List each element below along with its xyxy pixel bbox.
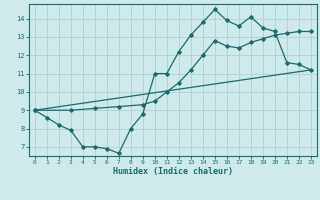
X-axis label: Humidex (Indice chaleur): Humidex (Indice chaleur) (113, 167, 233, 176)
